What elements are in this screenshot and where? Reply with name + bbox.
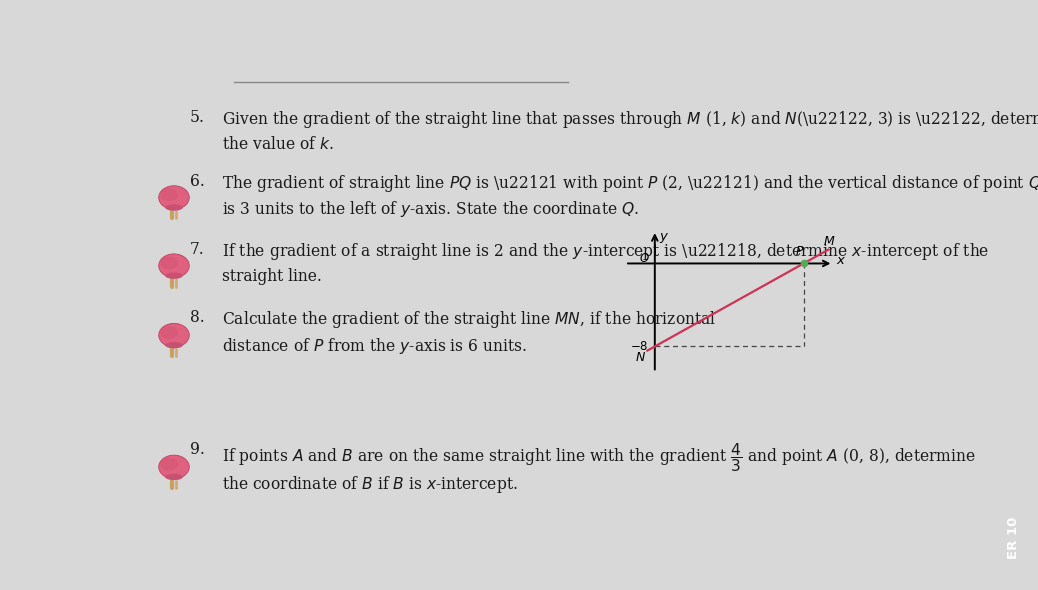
Text: $O$: $O$ (639, 252, 650, 265)
Text: straight line.: straight line. (222, 267, 322, 284)
Ellipse shape (165, 474, 183, 480)
Ellipse shape (159, 323, 189, 347)
Text: 7.: 7. (190, 241, 204, 258)
Ellipse shape (160, 458, 179, 471)
Ellipse shape (160, 326, 179, 339)
Ellipse shape (159, 455, 189, 478)
Text: 5.: 5. (190, 109, 206, 126)
Ellipse shape (160, 257, 179, 269)
Ellipse shape (160, 188, 179, 201)
Text: If the gradient of a straight line is 2 and the $\mathit{y}$-intercept is \u2212: If the gradient of a straight line is 2 … (222, 241, 989, 262)
Text: ER 10: ER 10 (1007, 517, 1019, 559)
Text: If points $\mathit{A}$ and $\mathit{B}$ are on the same straight line with the g: If points $\mathit{A}$ and $\mathit{B}$ … (222, 441, 976, 474)
Text: $-8$: $-8$ (630, 340, 649, 353)
Text: 9.: 9. (190, 441, 204, 458)
Text: $N$: $N$ (635, 350, 646, 363)
Text: The gradient of straight line $\mathit{PQ}$ is \u22121 with point $\mathit{P}$ (: The gradient of straight line $\mathit{P… (222, 173, 1038, 194)
Text: the value of $\mathit{k}$.: the value of $\mathit{k}$. (222, 136, 334, 153)
Ellipse shape (165, 204, 183, 211)
Text: $M$: $M$ (823, 235, 836, 248)
Text: 6.: 6. (190, 173, 204, 190)
Text: $x$: $x$ (836, 254, 846, 267)
Text: distance of $\mathit{P}$ from the $\mathit{y}$-axis is 6 units.: distance of $\mathit{P}$ from the $\math… (222, 336, 527, 356)
Ellipse shape (165, 273, 183, 279)
Text: Given the gradient of the straight line that passes through $\mathit{M}$ (1, $\m: Given the gradient of the straight line … (222, 109, 1038, 130)
Text: $y$: $y$ (658, 231, 668, 245)
Ellipse shape (159, 254, 189, 277)
Text: the coordinate of $\mathit{B}$ if $\mathit{B}$ is $\mathit{x}$-intercept.: the coordinate of $\mathit{B}$ if $\math… (222, 474, 518, 495)
Text: Calculate the gradient of the straight line $\mathit{MN}$, if the horizontal: Calculate the gradient of the straight l… (222, 309, 716, 330)
Text: $P$: $P$ (795, 245, 804, 258)
Ellipse shape (159, 186, 189, 209)
Text: is 3 units to the left of $\mathit{y}$-axis. State the coordinate $\mathit{Q}$.: is 3 units to the left of $\mathit{y}$-a… (222, 199, 639, 219)
Ellipse shape (165, 342, 183, 348)
Text: 8.: 8. (190, 309, 204, 326)
